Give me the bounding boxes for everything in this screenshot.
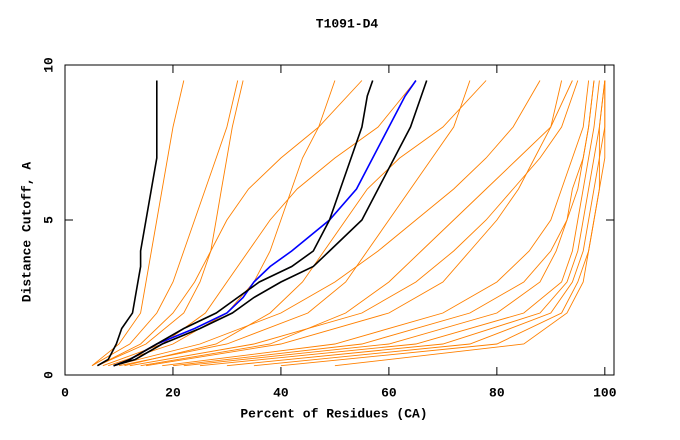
plot-area <box>91 80 606 367</box>
x-tick-label: 40 <box>273 385 289 400</box>
data-line <box>162 80 590 367</box>
data-line <box>108 80 336 367</box>
data-line <box>183 80 595 367</box>
data-line <box>97 80 363 367</box>
x-tick-label: 100 <box>593 385 617 400</box>
data-line <box>199 80 600 367</box>
data-line <box>172 80 595 367</box>
data-line <box>124 80 487 367</box>
data-line <box>334 80 606 367</box>
data-line <box>113 80 428 367</box>
x-tick-label: 80 <box>489 385 505 400</box>
x-axis-label: Percent of Residues (CA) <box>240 406 427 421</box>
data-line <box>113 80 417 367</box>
data-line <box>97 80 158 367</box>
data-line <box>118 80 471 367</box>
data-line <box>102 80 417 367</box>
y-tick-label: 5 <box>41 216 56 224</box>
data-line <box>91 80 239 367</box>
data-line <box>280 80 606 367</box>
data-line <box>113 80 374 367</box>
x-tick-label: 60 <box>381 385 397 400</box>
data-line <box>113 80 541 367</box>
x-tick-label: 20 <box>165 385 181 400</box>
data-line <box>97 80 244 367</box>
data-line <box>140 80 573 367</box>
y-tick-label: 10 <box>41 57 56 73</box>
data-line <box>91 80 185 367</box>
data-line <box>253 80 606 367</box>
x-tick-label: 0 <box>61 385 69 400</box>
y-axis-label: Distance Cutoff, A <box>19 162 34 303</box>
plot-frame <box>64 64 615 376</box>
data-line <box>145 80 563 367</box>
chart-title: T1091-D4 <box>316 16 379 31</box>
data-line <box>226 80 606 367</box>
y-tick-label: 0 <box>41 371 56 379</box>
